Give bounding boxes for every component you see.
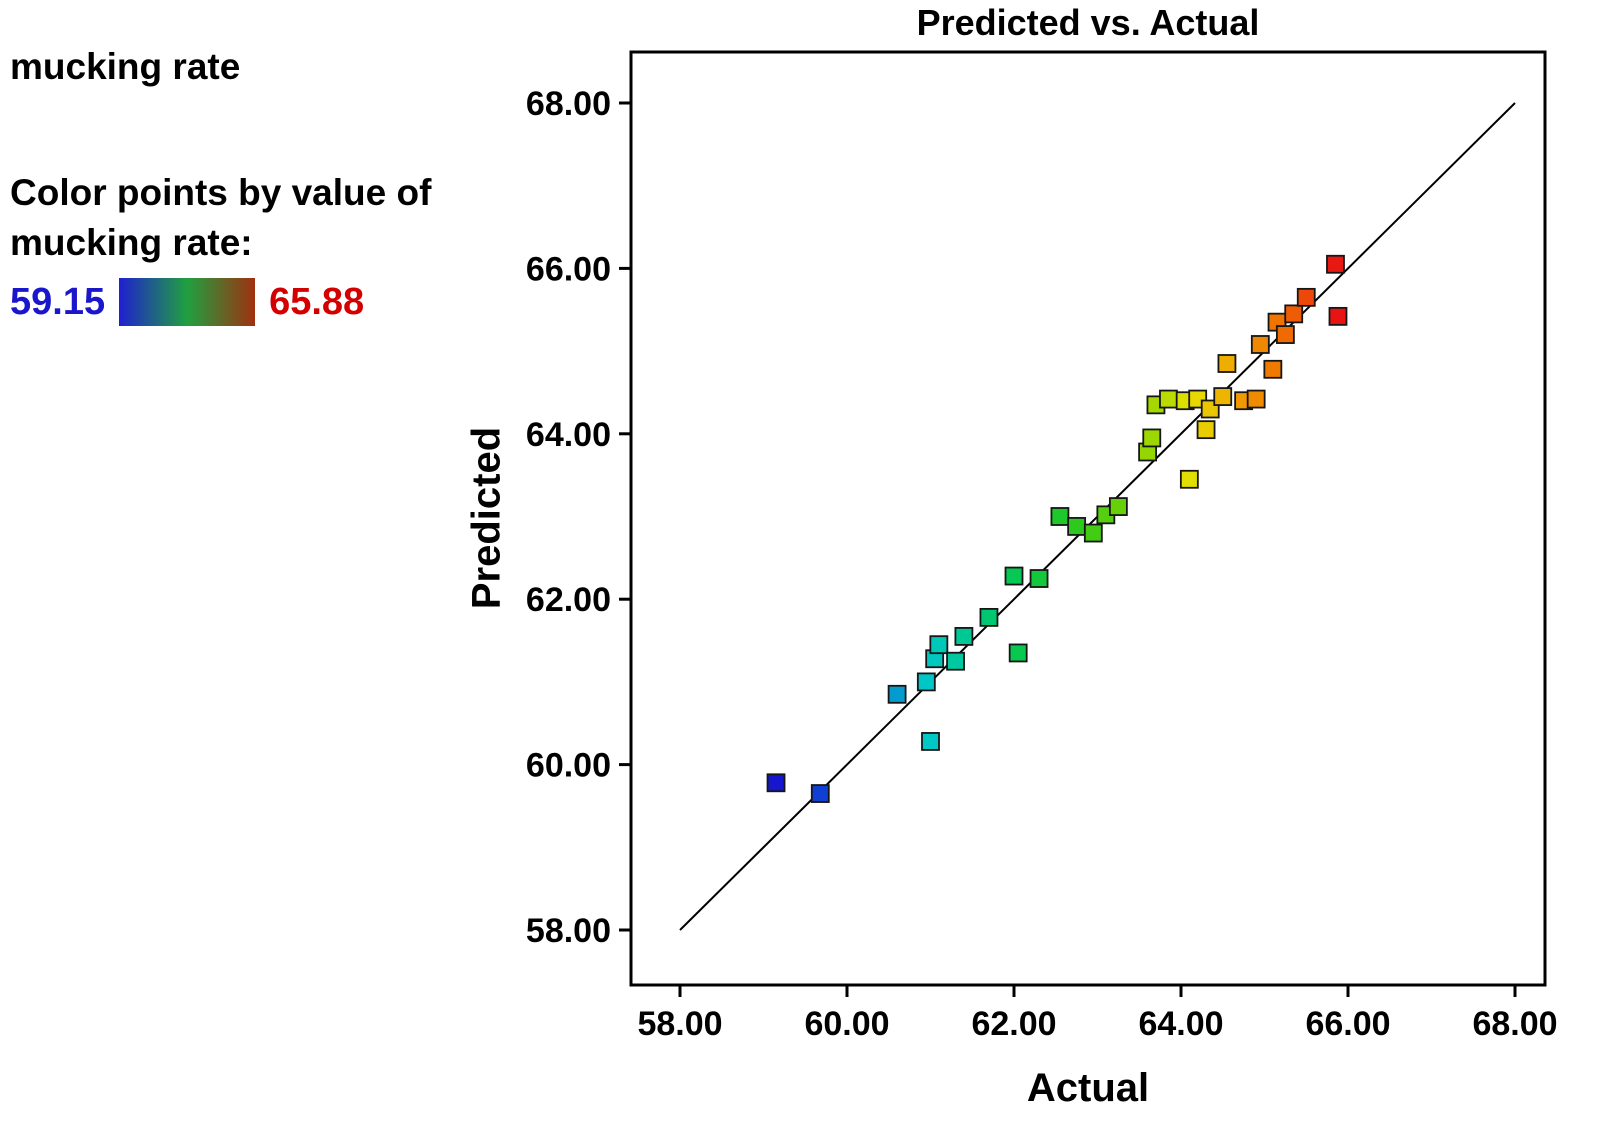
data-point — [1008, 643, 1028, 663]
y-tick-label: 58.00 — [526, 912, 611, 950]
color-scale-min-value: 59.15 — [10, 280, 106, 323]
y-tick-label: 60.00 — [526, 747, 611, 785]
data-point — [1284, 304, 1304, 324]
legend-caption: Color points by value of mucking rate: — [10, 168, 431, 268]
data-point — [1196, 420, 1216, 440]
x-tick-label: 62.00 — [971, 1005, 1056, 1043]
y-tick-label: 62.00 — [526, 581, 611, 619]
x-tick-label: 60.00 — [804, 1005, 889, 1043]
data-point — [1328, 306, 1348, 326]
data-point — [1004, 566, 1024, 586]
data-point — [921, 732, 940, 751]
x-tick-label: 64.00 — [1138, 1005, 1223, 1043]
data-point — [766, 773, 786, 793]
data-point — [979, 607, 999, 627]
data-point — [1246, 389, 1266, 409]
data-point — [1108, 497, 1128, 516]
data-point — [1050, 507, 1070, 526]
data-point — [1213, 387, 1233, 406]
data-point — [887, 684, 907, 704]
y-tick-label: 68.00 — [526, 85, 611, 123]
data-point — [1296, 287, 1316, 307]
data-point — [954, 627, 974, 646]
plot-frame — [629, 50, 1547, 987]
data-point — [1275, 325, 1295, 344]
response-name-label: mucking rate — [10, 46, 241, 87]
data-point — [1029, 569, 1049, 588]
data-point — [1263, 359, 1283, 379]
y-tick-label: 64.00 — [526, 416, 611, 454]
x-tick-label: 58.00 — [637, 1005, 722, 1043]
data-point — [1217, 354, 1237, 373]
data-point — [1083, 523, 1103, 543]
chart-title: Predicted vs. Actual — [916, 2, 1260, 43]
x-tick-label: 68.00 — [1472, 1005, 1557, 1043]
x-axis-label: Actual — [1026, 1066, 1150, 1110]
data-point — [1142, 428, 1162, 448]
data-point — [1067, 517, 1087, 536]
color-scale-max-value: 65.88 — [269, 280, 365, 323]
data-point — [1326, 254, 1345, 274]
data-point — [1250, 335, 1270, 354]
data-point — [1179, 469, 1199, 489]
color-scale: 59.15 65.88 — [10, 278, 364, 326]
color-gradient-bar — [119, 278, 256, 326]
data-point — [946, 651, 965, 671]
x-tick-label: 66.00 — [1305, 1005, 1390, 1043]
data-point — [1159, 389, 1178, 409]
data-point — [810, 784, 830, 803]
data-point — [929, 635, 949, 655]
y-tick-label: 66.00 — [526, 250, 611, 288]
scatter-plot: 58.00 60.00 62.00 64.00 66.00 68.00 58.00 60.00… — [526, 50, 1558, 1043]
legend-caption-line2: mucking rate: — [10, 222, 253, 263]
legend-caption-line1: Color points by value of — [10, 172, 432, 213]
data-point — [916, 672, 936, 692]
